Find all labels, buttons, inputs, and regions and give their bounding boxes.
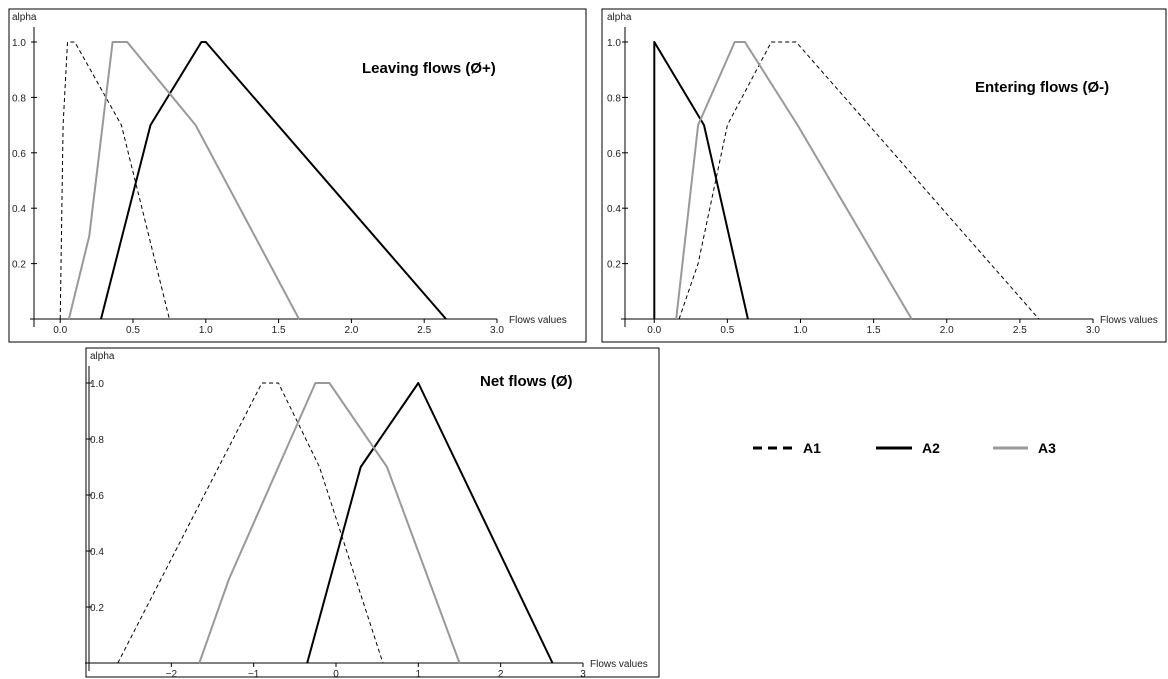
x-tick-label: 3.0 bbox=[490, 325, 504, 336]
y-tick-label: 0.6 bbox=[12, 149, 26, 160]
panel-title: Entering flows (Ø-) bbox=[975, 79, 1109, 96]
x-tick-label: −1 bbox=[248, 669, 260, 679]
series-line-a3 bbox=[675, 41, 913, 320]
x-tick-label: 2 bbox=[498, 669, 504, 679]
y-tick-label: 0.4 bbox=[90, 547, 104, 558]
series-line-a3 bbox=[67, 41, 300, 320]
x-tick-label: 0.0 bbox=[53, 325, 67, 336]
y-tick-label: 0.4 bbox=[607, 204, 621, 215]
series-line-a3 bbox=[198, 382, 461, 664]
panel-net-flows: −2 −1 0 1 2 3 0.2 0.4 0.6 0.8 1.0 alpha Flows values… bbox=[85, 347, 660, 679]
x-tick-label: 1.5 bbox=[272, 325, 286, 336]
series-line-a1 bbox=[117, 382, 384, 664]
series-line-a1 bbox=[59, 41, 170, 320]
x-axis-label: Flows values bbox=[590, 659, 648, 670]
y-tick-label: 0.2 bbox=[90, 603, 104, 614]
x-axis-label: Flows values bbox=[509, 315, 567, 326]
series-line-a1 bbox=[678, 41, 1040, 320]
series-line-a2 bbox=[306, 382, 554, 664]
series-line-a2 bbox=[100, 41, 447, 320]
y-tick-label: 0.6 bbox=[607, 149, 621, 160]
y-tick-label: 1.0 bbox=[90, 379, 104, 390]
y-tick-label: 0.4 bbox=[12, 204, 26, 215]
panel-entering-flows: 0.0 0.5 1.0 1.5 2.0 2.5 3.0 0.2 0.4 0.6 0.8 1.0 alph… bbox=[601, 8, 1167, 343]
panel-frame bbox=[8, 8, 587, 343]
legend-item-a2: A2 bbox=[876, 440, 940, 456]
legend: A1 A2 A3 bbox=[753, 440, 1056, 456]
x-tick-label: 2.5 bbox=[1013, 325, 1027, 336]
x-tick-label: −2 bbox=[166, 669, 178, 679]
legend-label-a2: A2 bbox=[922, 440, 940, 456]
y-tick-label: 0.8 bbox=[607, 93, 621, 104]
legend-label-a3: A3 bbox=[1038, 440, 1056, 456]
y-axis-label: alpha bbox=[12, 12, 37, 23]
y-tick-label: 0.2 bbox=[607, 260, 621, 271]
x-tick-label: 2.0 bbox=[344, 325, 358, 336]
x-tick-label: 1 bbox=[416, 669, 422, 679]
x-tick-label: 0.5 bbox=[126, 325, 140, 336]
panel-frame bbox=[85, 347, 660, 678]
panel-title: Net flows (Ø) bbox=[480, 373, 573, 390]
x-tick-label: 0.5 bbox=[720, 325, 734, 336]
y-tick-label: 0.8 bbox=[90, 435, 104, 446]
panel-leaving-flows: 0.0 0.5 1.0 1.5 2.0 2.5 3.0 0.2 0.4 0.6 0.8 1.0 alph… bbox=[8, 8, 587, 343]
x-tick-label: 2.0 bbox=[940, 325, 954, 336]
x-tick-label: 1.0 bbox=[199, 325, 213, 336]
y-tick-label: 1.0 bbox=[607, 38, 621, 49]
y-tick-label: 0.6 bbox=[90, 491, 104, 502]
y-axis-label: alpha bbox=[90, 351, 115, 362]
panel-frame bbox=[601, 8, 1167, 343]
legend-item-a1: A1 bbox=[753, 440, 821, 456]
series-line-a2 bbox=[653, 41, 749, 320]
x-tick-label: 0 bbox=[333, 669, 339, 679]
legend-item-a3: A3 bbox=[993, 440, 1056, 456]
panel-title: Leaving flows (Ø+) bbox=[362, 60, 496, 77]
x-tick-label: 3 bbox=[580, 669, 586, 679]
x-tick-label: 0.0 bbox=[647, 325, 661, 336]
y-tick-label: 0.2 bbox=[12, 260, 26, 271]
x-tick-label: 1.0 bbox=[794, 325, 808, 336]
y-tick-label: 0.8 bbox=[12, 93, 26, 104]
x-axis-label: Flows values bbox=[1100, 315, 1158, 326]
x-tick-label: 1.5 bbox=[867, 325, 881, 336]
y-axis-label: alpha bbox=[607, 12, 632, 23]
y-tick-label: 1.0 bbox=[12, 38, 26, 49]
legend-label-a1: A1 bbox=[803, 440, 821, 456]
x-tick-label: 2.5 bbox=[417, 325, 431, 336]
x-tick-label: 3.0 bbox=[1086, 325, 1100, 336]
